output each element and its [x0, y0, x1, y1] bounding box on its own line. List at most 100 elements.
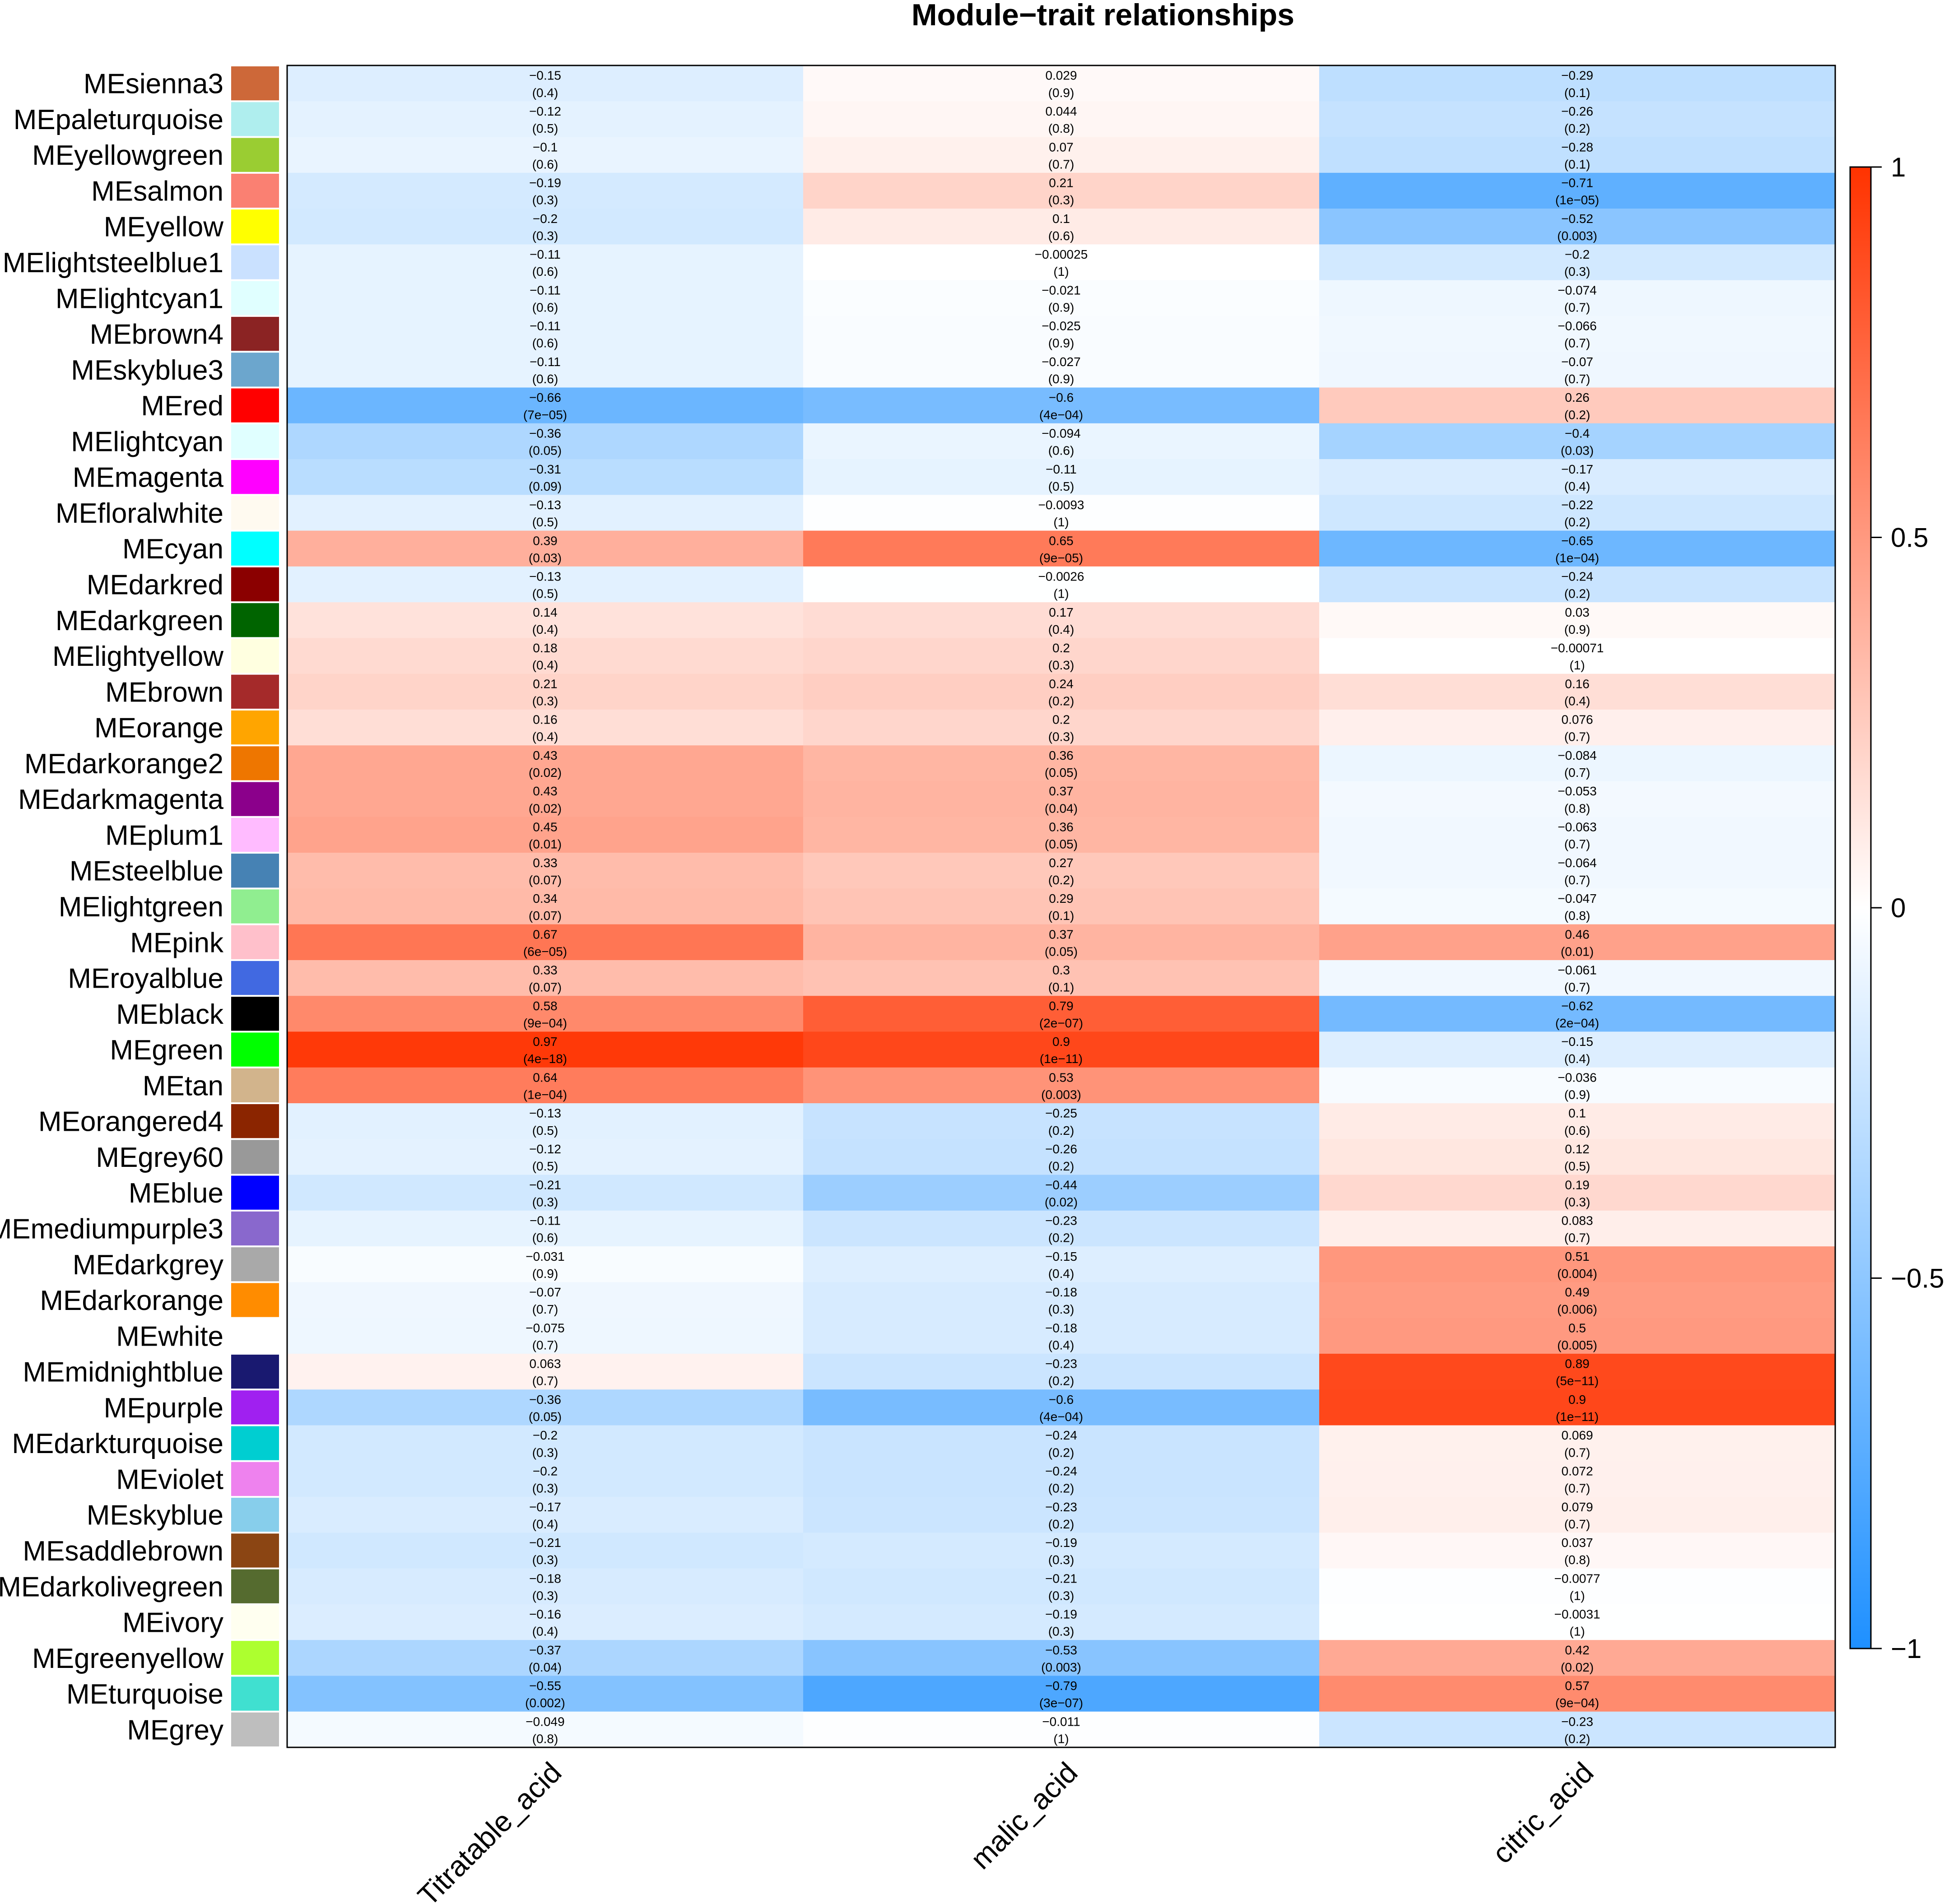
cell-pvalue-label: (0.5) [532, 515, 558, 529]
cell-correlation-label: −0.025 [1042, 319, 1080, 333]
module-color-swatch [231, 1354, 279, 1389]
cell-correlation-label: 0.1 [1568, 1106, 1586, 1120]
heatmap-cell [1319, 888, 1836, 925]
module-color-swatch [231, 746, 279, 780]
row-label: MEmidnightblue [23, 1357, 223, 1388]
row-label: MEviolet [116, 1464, 223, 1495]
heatmap-cell [1319, 1282, 1836, 1319]
cell-correlation-label: −0.6 [1049, 390, 1074, 404]
heatmap-cell [287, 853, 804, 889]
cell-pvalue-label: (0.02) [529, 801, 562, 815]
cell-correlation-label: 0.29 [1049, 892, 1074, 906]
cell-correlation-label: −0.053 [1558, 784, 1596, 798]
cell-pvalue-label: (0.7) [1564, 372, 1591, 386]
cell-correlation-label: 0.19 [1565, 1178, 1590, 1192]
cell-pvalue-label: (9e−04) [523, 1016, 567, 1030]
module-color-swatch [231, 460, 279, 494]
module-color-swatch [231, 66, 279, 101]
row-label: MEsaddlebrown [23, 1536, 223, 1567]
cell-correlation-label: 0.21 [1049, 176, 1074, 190]
row-label: MEdarkmagenta [18, 784, 223, 815]
cell-pvalue-label: (0.1) [1048, 980, 1075, 994]
heatmap-cell [287, 209, 804, 245]
cell-correlation-label: −0.23 [1045, 1500, 1077, 1514]
cell-correlation-label: −0.13 [529, 498, 561, 512]
heatmap-cell [1319, 1568, 1836, 1605]
cell-correlation-label: 0.36 [1049, 820, 1074, 834]
heatmap-cell [1319, 280, 1836, 316]
cell-pvalue-label: (0.3) [1048, 730, 1075, 744]
cell-correlation-label: −0.66 [529, 390, 561, 404]
row-label: MEcyan [122, 534, 223, 565]
cell-correlation-label: −0.094 [1042, 426, 1080, 440]
cell-pvalue-label: (0.3) [532, 193, 558, 207]
cell-pvalue-label: (0.4) [1564, 479, 1591, 493]
cell-pvalue-label: (0.6) [1048, 444, 1075, 458]
heatmap-cell [287, 1031, 804, 1068]
row-label: MEwhite [116, 1321, 223, 1352]
cell-correlation-label: 0.9 [1568, 1393, 1586, 1407]
cell-correlation-label: 0.43 [533, 784, 558, 798]
module-color-swatch [231, 1068, 279, 1103]
cell-correlation-label: −0.55 [529, 1679, 561, 1693]
cell-correlation-label: −0.11 [530, 283, 561, 297]
heatmap-cells: −0.15 (0.4) 0.029 (0.9) −0.29 (0.1) −0.12 (0.5)… [287, 65, 1836, 1748]
cell-correlation-label: −0.21 [529, 1536, 561, 1550]
cell-pvalue-label: (0.005) [1557, 1338, 1597, 1352]
cell-pvalue-label: (0.02) [1561, 1660, 1594, 1674]
cell-correlation-label: −0.25 [1045, 1106, 1077, 1120]
cell-pvalue-label: (1e−04) [1555, 551, 1599, 565]
cell-correlation-label: −0.31 [529, 462, 561, 476]
row-label: MEgrey60 [96, 1142, 223, 1173]
cell-correlation-label: −0.2 [1565, 247, 1590, 261]
cell-correlation-label: −0.049 [526, 1714, 564, 1728]
cell-correlation-label: −0.18 [1045, 1321, 1077, 1335]
module-color-swatch [231, 1104, 279, 1138]
heatmap-cell [803, 280, 1320, 316]
cell-pvalue-label: (0.2) [1048, 1231, 1075, 1245]
module-color-swatch [231, 353, 279, 387]
heatmap-cell [1319, 244, 1836, 281]
heatmap-cell [803, 459, 1320, 495]
module-color-swatch [231, 1319, 279, 1353]
cell-correlation-label: 0.3 [1052, 963, 1070, 977]
cell-correlation-label: 0.21 [533, 677, 558, 691]
cell-pvalue-label: (1) [1053, 1732, 1069, 1746]
cell-pvalue-label: (0.07) [529, 980, 562, 994]
module-color-swatch [231, 854, 279, 888]
cell-pvalue-label: (0.7) [1564, 837, 1591, 851]
heatmap-cell [287, 137, 804, 173]
cell-pvalue-label: (0.3) [532, 1588, 558, 1602]
heatmap-cell [287, 1497, 804, 1533]
heatmap-cell [803, 638, 1320, 674]
cell-correlation-label: −0.0031 [1554, 1607, 1600, 1621]
heatmap-cell [803, 172, 1320, 209]
heatmap-cell [1319, 1139, 1836, 1175]
cell-pvalue-label: (1e−04) [523, 1088, 567, 1102]
cell-correlation-label: −0.15 [529, 69, 561, 83]
cell-pvalue-label: (1e−05) [1555, 193, 1599, 207]
heatmap-cell [1319, 1353, 1836, 1390]
cell-pvalue-label: (0.05) [1045, 766, 1078, 780]
module-color-swatch [231, 1641, 279, 1675]
row-label: MEbrown [105, 677, 223, 708]
row-label: MEblue [129, 1178, 223, 1209]
cell-correlation-label: 0.27 [1049, 856, 1074, 870]
row-label: MEivory [122, 1607, 223, 1639]
colorbar-tick-label: −0.5 [1891, 1263, 1944, 1294]
heatmap-cell [803, 1711, 1320, 1748]
module-color-swatch [231, 997, 279, 1031]
row-label: MEdarkolivegreen [0, 1571, 223, 1602]
row-label: MElightsteelblue1 [3, 247, 223, 279]
heatmap-cell [1319, 1640, 1836, 1676]
cell-correlation-label: 0.89 [1565, 1357, 1590, 1371]
row-label: MEdarkgreen [56, 605, 223, 636]
row-label: MEfloralwhite [56, 498, 223, 529]
heatmap-cell [287, 101, 804, 138]
heatmap-cell [803, 996, 1320, 1032]
cell-pvalue-label: (0.03) [1561, 444, 1594, 458]
heatmap-cell [287, 924, 804, 961]
cell-pvalue-label: (0.3) [1564, 265, 1591, 279]
cell-correlation-label: 0.64 [533, 1070, 558, 1084]
cell-correlation-label: −0.22 [1561, 498, 1593, 512]
